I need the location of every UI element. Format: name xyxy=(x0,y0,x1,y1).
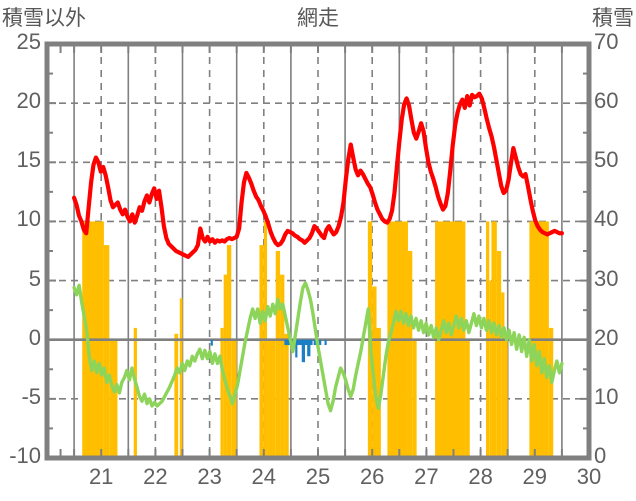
x-tick: 26 xyxy=(359,464,385,489)
y-tick-left: -5 xyxy=(21,383,41,409)
x-tick: 21 xyxy=(88,464,114,489)
y-tick-right: 10 xyxy=(594,383,619,409)
y-tick-left: 0 xyxy=(28,324,41,350)
y-tick-right: 0 xyxy=(594,443,607,468)
x-tick: 27 xyxy=(414,464,439,489)
series-temperature xyxy=(71,91,565,260)
y-tick-right: 40 xyxy=(594,206,619,232)
y-tick-right: 50 xyxy=(594,147,619,173)
y-tick-right: 20 xyxy=(594,324,619,350)
y-tick-left: -10 xyxy=(9,443,41,468)
x-tick: 28 xyxy=(468,464,493,489)
y-tick-left: 10 xyxy=(16,206,41,232)
x-tick: 22 xyxy=(143,464,168,489)
y-tick-left: 15 xyxy=(16,147,41,173)
chart-title: 網走 xyxy=(297,7,339,30)
x-tick: 29 xyxy=(522,464,548,489)
right-axis-title: 積雪 xyxy=(592,7,634,30)
y-tick-right: 30 xyxy=(594,265,619,291)
x-tick: 30 xyxy=(576,464,602,489)
y-tick-right: 70 xyxy=(594,29,619,54)
y-tick-left: 25 xyxy=(16,29,41,54)
y-tick-right: 60 xyxy=(594,88,619,114)
x-tick: 24 xyxy=(251,464,277,489)
y-tick-left: 20 xyxy=(16,88,41,114)
x-tick: 23 xyxy=(197,464,222,489)
y-tick-left: 5 xyxy=(28,265,41,291)
x-tick: 25 xyxy=(305,464,331,489)
left-axis-title: 積雪以外 xyxy=(2,7,86,30)
series-wind xyxy=(72,281,564,413)
